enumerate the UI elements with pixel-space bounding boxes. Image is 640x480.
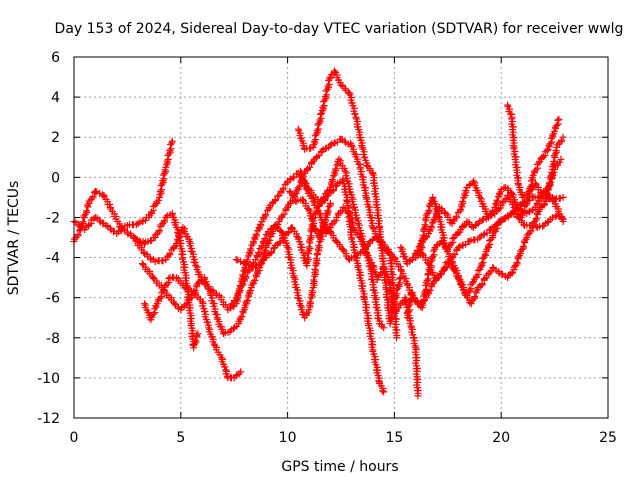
series-3 [141,273,245,382]
x-axis-label: GPS time / hours [281,459,398,475]
series-5 [130,155,388,332]
y-tick-label: 4 [51,90,60,106]
x-tick-label: 20 [492,430,510,446]
plot-frame [73,56,609,419]
series-15 [226,199,334,322]
series-9 [286,187,401,342]
series-6 [294,67,405,328]
y-tick-label: -8 [46,331,60,347]
data-series [70,67,567,400]
x-tick-label: 10 [279,430,297,446]
y-axis-label: SDTVAR / TECUs [6,181,22,296]
series-markers [130,155,388,332]
y-tick-label: -4 [46,251,60,267]
y-tick-label: 2 [51,130,60,146]
x-tick-label: 5 [176,430,185,446]
x-tick-label: 15 [385,430,403,446]
series-markers [70,187,202,352]
series-markers [286,187,401,342]
series-markers [141,273,245,382]
series-markers [504,101,565,201]
x-tick-label: 25 [599,430,617,446]
y-tick-label: 0 [51,170,60,186]
series-markers [226,199,334,322]
y-tick-label: -6 [46,291,60,307]
series-7 [232,175,388,396]
axis-ticks: 0 5 10 15 20 25 -12 -10 -8 -6 -4 -2 0 2 4 6 [37,50,617,446]
chart-title: Day 153 of 2024, Sidereal Day-to-day VTE… [55,21,624,37]
x-tick-label: 0 [70,430,79,446]
y-tick-label: -2 [46,210,60,226]
y-tick-label: -10 [37,371,60,387]
y-tick-label: 6 [51,50,60,66]
series-2 [70,187,202,352]
series-markers [294,67,405,328]
y-tick-label: -12 [37,411,60,427]
series-14 [504,101,565,201]
series-markers [232,175,388,396]
